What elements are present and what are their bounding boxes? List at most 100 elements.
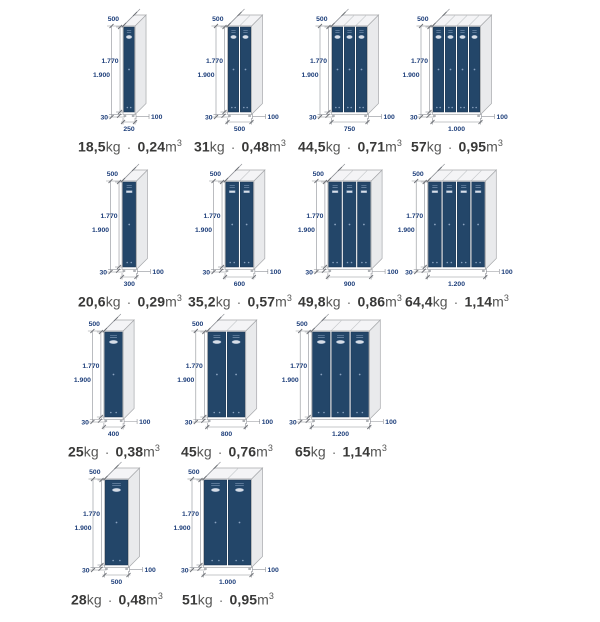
cabinet-side-face bbox=[128, 467, 140, 569]
door-handle-icon bbox=[112, 488, 121, 492]
door-keyhole-icon bbox=[434, 223, 436, 226]
door-vent bbox=[243, 106, 245, 109]
door-keyhole-icon bbox=[449, 68, 452, 71]
dim-tick bbox=[297, 328, 303, 334]
volume-exponent: 3 bbox=[286, 293, 292, 303]
door-vent bbox=[472, 106, 474, 109]
dim-tick bbox=[99, 562, 104, 568]
caption-separator: · bbox=[327, 443, 341, 460]
cabinet-side-face bbox=[251, 14, 263, 116]
locker-caption: 31kg · 0,48m3 bbox=[194, 134, 286, 156]
volume-unit: m bbox=[385, 138, 397, 155]
caption-separator: · bbox=[449, 293, 463, 310]
dim-base-depth-label: 100 bbox=[262, 419, 274, 426]
door-keyhole-icon bbox=[320, 373, 323, 376]
door-vent bbox=[242, 559, 244, 562]
door-vent bbox=[119, 559, 121, 562]
dim-feet-label: 30 bbox=[405, 269, 413, 276]
dim-height-door-label: 1.770 bbox=[406, 213, 423, 220]
dim-tick bbox=[131, 166, 137, 172]
locker-diagram: 1.900 1.770 500 30 1.000 100 bbox=[402, 8, 508, 133]
dim-tick bbox=[426, 113, 431, 119]
cabinet-foot bbox=[250, 269, 254, 272]
dim-tick bbox=[98, 566, 103, 572]
door-vent bbox=[126, 261, 129, 264]
dim-tick bbox=[109, 23, 115, 29]
weight-unit: kg bbox=[310, 443, 326, 460]
caption-separator: · bbox=[122, 293, 136, 310]
door-vent bbox=[460, 261, 463, 264]
door-keyhole-icon bbox=[360, 68, 363, 71]
weight-value: 51 bbox=[181, 591, 198, 608]
locker-diagram: 1.900 1.770 500 30 500 100 bbox=[197, 8, 279, 133]
locker-caption: 49,8kg · 0,86m3 bbox=[298, 289, 402, 311]
dim-base-depth-label: 100 bbox=[501, 269, 513, 276]
cabinet-foot bbox=[105, 567, 108, 570]
door-handle-icon bbox=[459, 35, 466, 39]
dim-tick bbox=[249, 572, 254, 578]
locker-diagram: 1.900 1.770 500 30 400 100 bbox=[74, 313, 151, 438]
weight-unit: kg bbox=[83, 443, 99, 460]
dim-depth-label: 500 bbox=[89, 469, 101, 476]
dim-tick bbox=[133, 119, 138, 125]
dim-tick bbox=[213, 23, 219, 29]
cabinet-foot bbox=[204, 567, 207, 570]
door-vent-plate-icon bbox=[360, 190, 367, 193]
door-handle-icon bbox=[471, 35, 478, 39]
volume-exponent: 3 bbox=[268, 591, 275, 601]
volume-unit: m bbox=[275, 293, 287, 310]
dim-height-door-label: 1.770 bbox=[206, 58, 223, 65]
dim-width-label: 500 bbox=[234, 126, 246, 133]
door-vent bbox=[237, 411, 240, 414]
locker-diagram: 1.900 1.770 500 30 600 100 bbox=[195, 163, 281, 288]
dim-tick bbox=[234, 166, 240, 172]
dim-tick bbox=[193, 328, 199, 334]
dim-tick bbox=[317, 114, 323, 120]
door-keyhole-icon bbox=[214, 521, 217, 524]
volume-exponent: 3 bbox=[381, 443, 388, 453]
dim-tick bbox=[368, 274, 374, 280]
door-vent bbox=[130, 261, 133, 264]
dim-width-label: 600 bbox=[234, 281, 246, 288]
dim-tick bbox=[437, 166, 443, 172]
door-keyhole-icon bbox=[437, 68, 440, 71]
caption-separator: · bbox=[342, 293, 356, 310]
door-vent-plate-icon bbox=[243, 190, 250, 193]
dim-width-label: 250 bbox=[124, 126, 136, 133]
cabinet-side-face bbox=[122, 319, 135, 421]
door-vent-plate-icon bbox=[460, 190, 467, 193]
dim-tick bbox=[421, 268, 427, 274]
volume-unit: m bbox=[269, 138, 281, 155]
dim-tick bbox=[116, 264, 122, 270]
dim-tick bbox=[90, 328, 95, 334]
door-vent bbox=[233, 261, 236, 264]
door-keyhole-icon bbox=[238, 521, 241, 524]
dim-tick bbox=[325, 274, 331, 280]
dim-height-door-label: 1.770 bbox=[186, 363, 203, 370]
door-vent bbox=[350, 106, 352, 109]
dim-depth-label: 500 bbox=[89, 321, 101, 328]
door-keyhole-icon bbox=[462, 223, 465, 226]
locker-caption: 18,5kg · 0,24m3 bbox=[78, 134, 182, 156]
cabinet-foot bbox=[125, 567, 128, 570]
cabinet-foot bbox=[248, 114, 251, 117]
dim-tick bbox=[117, 113, 122, 119]
dim-tick bbox=[314, 178, 319, 184]
dim-tick bbox=[99, 477, 104, 483]
dim-tick bbox=[365, 119, 370, 125]
door-vent bbox=[130, 106, 132, 109]
door-vent bbox=[362, 106, 364, 109]
dim-tick bbox=[97, 418, 103, 424]
door-vent bbox=[479, 261, 481, 264]
dim-tick bbox=[427, 109, 432, 115]
volume-value: 0,86 bbox=[357, 293, 386, 310]
cabinet-side-face bbox=[253, 169, 266, 271]
dim-width-label: 1.200 bbox=[332, 431, 349, 438]
dim-feet-label: 30 bbox=[305, 269, 313, 276]
dim-tick bbox=[120, 177, 126, 183]
weight-value: 35,2 bbox=[188, 293, 216, 310]
cabinet-foot bbox=[248, 567, 251, 570]
door-vent bbox=[448, 106, 450, 109]
locker-diagram: 1.900 1.770 500 30 250 100 bbox=[93, 8, 163, 133]
volume-exponent: 3 bbox=[176, 138, 182, 148]
